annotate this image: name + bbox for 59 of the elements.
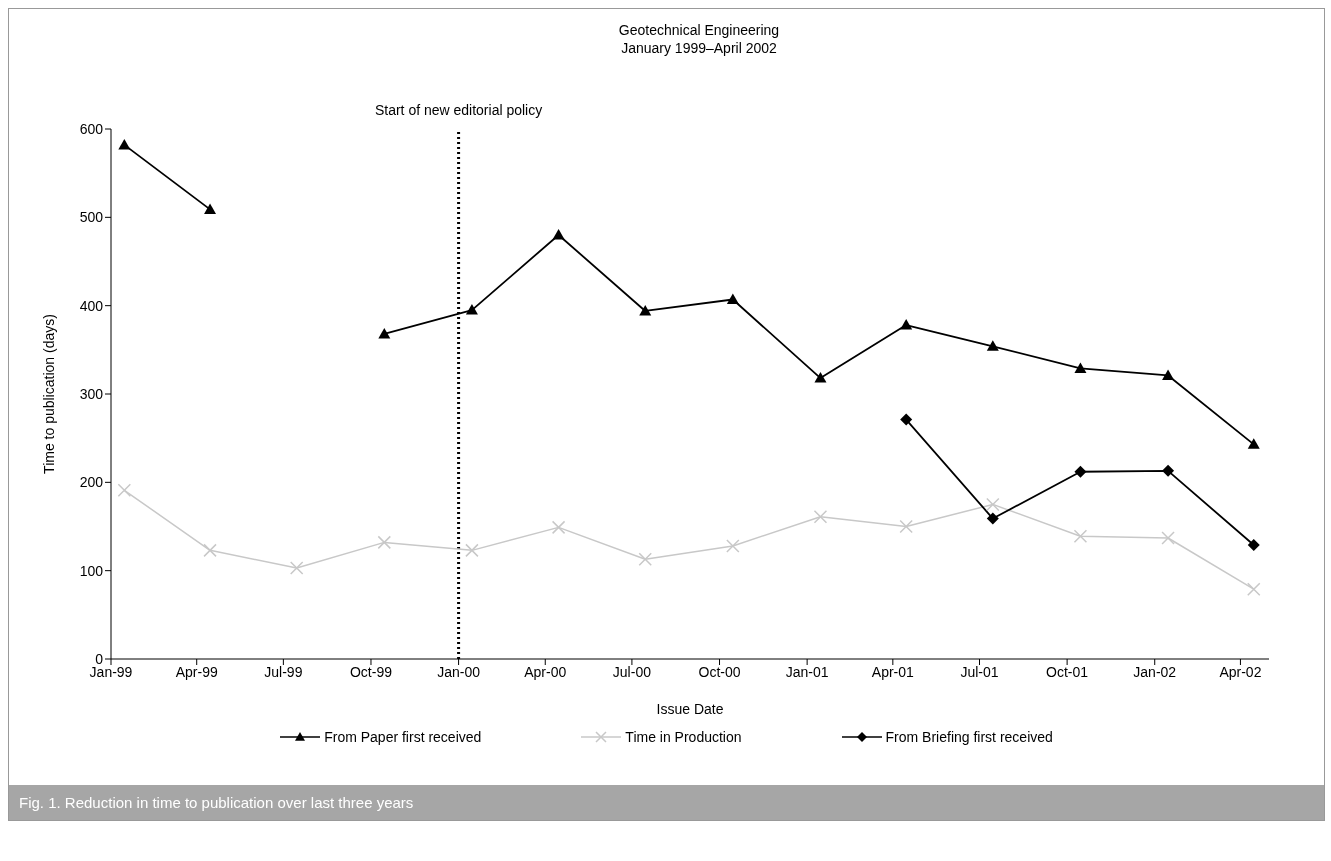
y-tick-label: 100 — [79, 562, 104, 579]
point — [203, 543, 217, 558]
x-tick-label: Jul-01 — [960, 663, 999, 680]
point — [1247, 438, 1260, 449]
point — [986, 512, 999, 525]
point — [377, 535, 392, 550]
x-tick-label: Oct-00 — [698, 663, 741, 680]
point — [117, 483, 132, 498]
point — [1073, 529, 1088, 543]
ref-line-label: Start of new editorial policy — [374, 102, 543, 118]
point — [726, 539, 740, 553]
point — [1247, 582, 1261, 596]
legend-label: Time in Production — [625, 729, 742, 745]
point — [465, 543, 479, 558]
point — [639, 304, 652, 316]
x-tick-label: Oct-01 — [1046, 663, 1089, 680]
point — [551, 520, 566, 535]
y-tick-label: 400 — [79, 297, 104, 314]
point — [1247, 539, 1260, 552]
point — [552, 229, 565, 240]
y-tick-label: 300 — [79, 385, 104, 402]
y-tick-label: 500 — [79, 209, 104, 226]
y-tick-label: 600 — [79, 120, 104, 137]
chart-title: Geotechnical Engineering January 1999–April 2002 — [617, 21, 781, 57]
x-tick-label: Apr-99 — [175, 663, 218, 680]
point — [1074, 362, 1087, 373]
legend-label: From Briefing first received — [885, 729, 1053, 745]
point — [814, 372, 827, 383]
x-tick-label: Jan-00 — [437, 663, 481, 680]
y-axis-title: Time to publication (days) — [40, 314, 57, 474]
caption: Fig. 1. Reduction in time to publication over last three years — [9, 785, 1324, 820]
point — [289, 561, 304, 575]
x-tick-label: Apr-02 — [1219, 663, 1262, 680]
point — [1162, 369, 1175, 380]
point — [465, 304, 478, 315]
point — [900, 319, 913, 330]
point — [638, 552, 652, 566]
point — [1074, 465, 1087, 478]
x-axis-title: Issue Date — [656, 701, 724, 717]
point — [1161, 531, 1175, 545]
x-tick-label: Apr-00 — [524, 663, 567, 680]
point — [1162, 464, 1175, 477]
legend-label: From Paper first received — [324, 729, 482, 745]
point — [204, 203, 217, 214]
point — [900, 413, 913, 426]
x-tick-label: Jul-00 — [612, 663, 652, 680]
point — [899, 519, 913, 534]
point — [726, 293, 739, 304]
point — [118, 138, 131, 150]
point — [378, 327, 391, 339]
x-tick-label: Jul-99 — [264, 663, 303, 680]
point — [986, 497, 1000, 512]
x-tick-label: Apr-01 — [871, 663, 915, 680]
y-tick-label: 200 — [79, 474, 104, 491]
x-tick-label: Jan-02 — [1133, 663, 1177, 680]
point — [813, 510, 828, 524]
point — [986, 340, 999, 351]
x-tick-label: Oct-99 — [349, 663, 393, 680]
x-tick-label: Jan-01 — [785, 663, 829, 680]
